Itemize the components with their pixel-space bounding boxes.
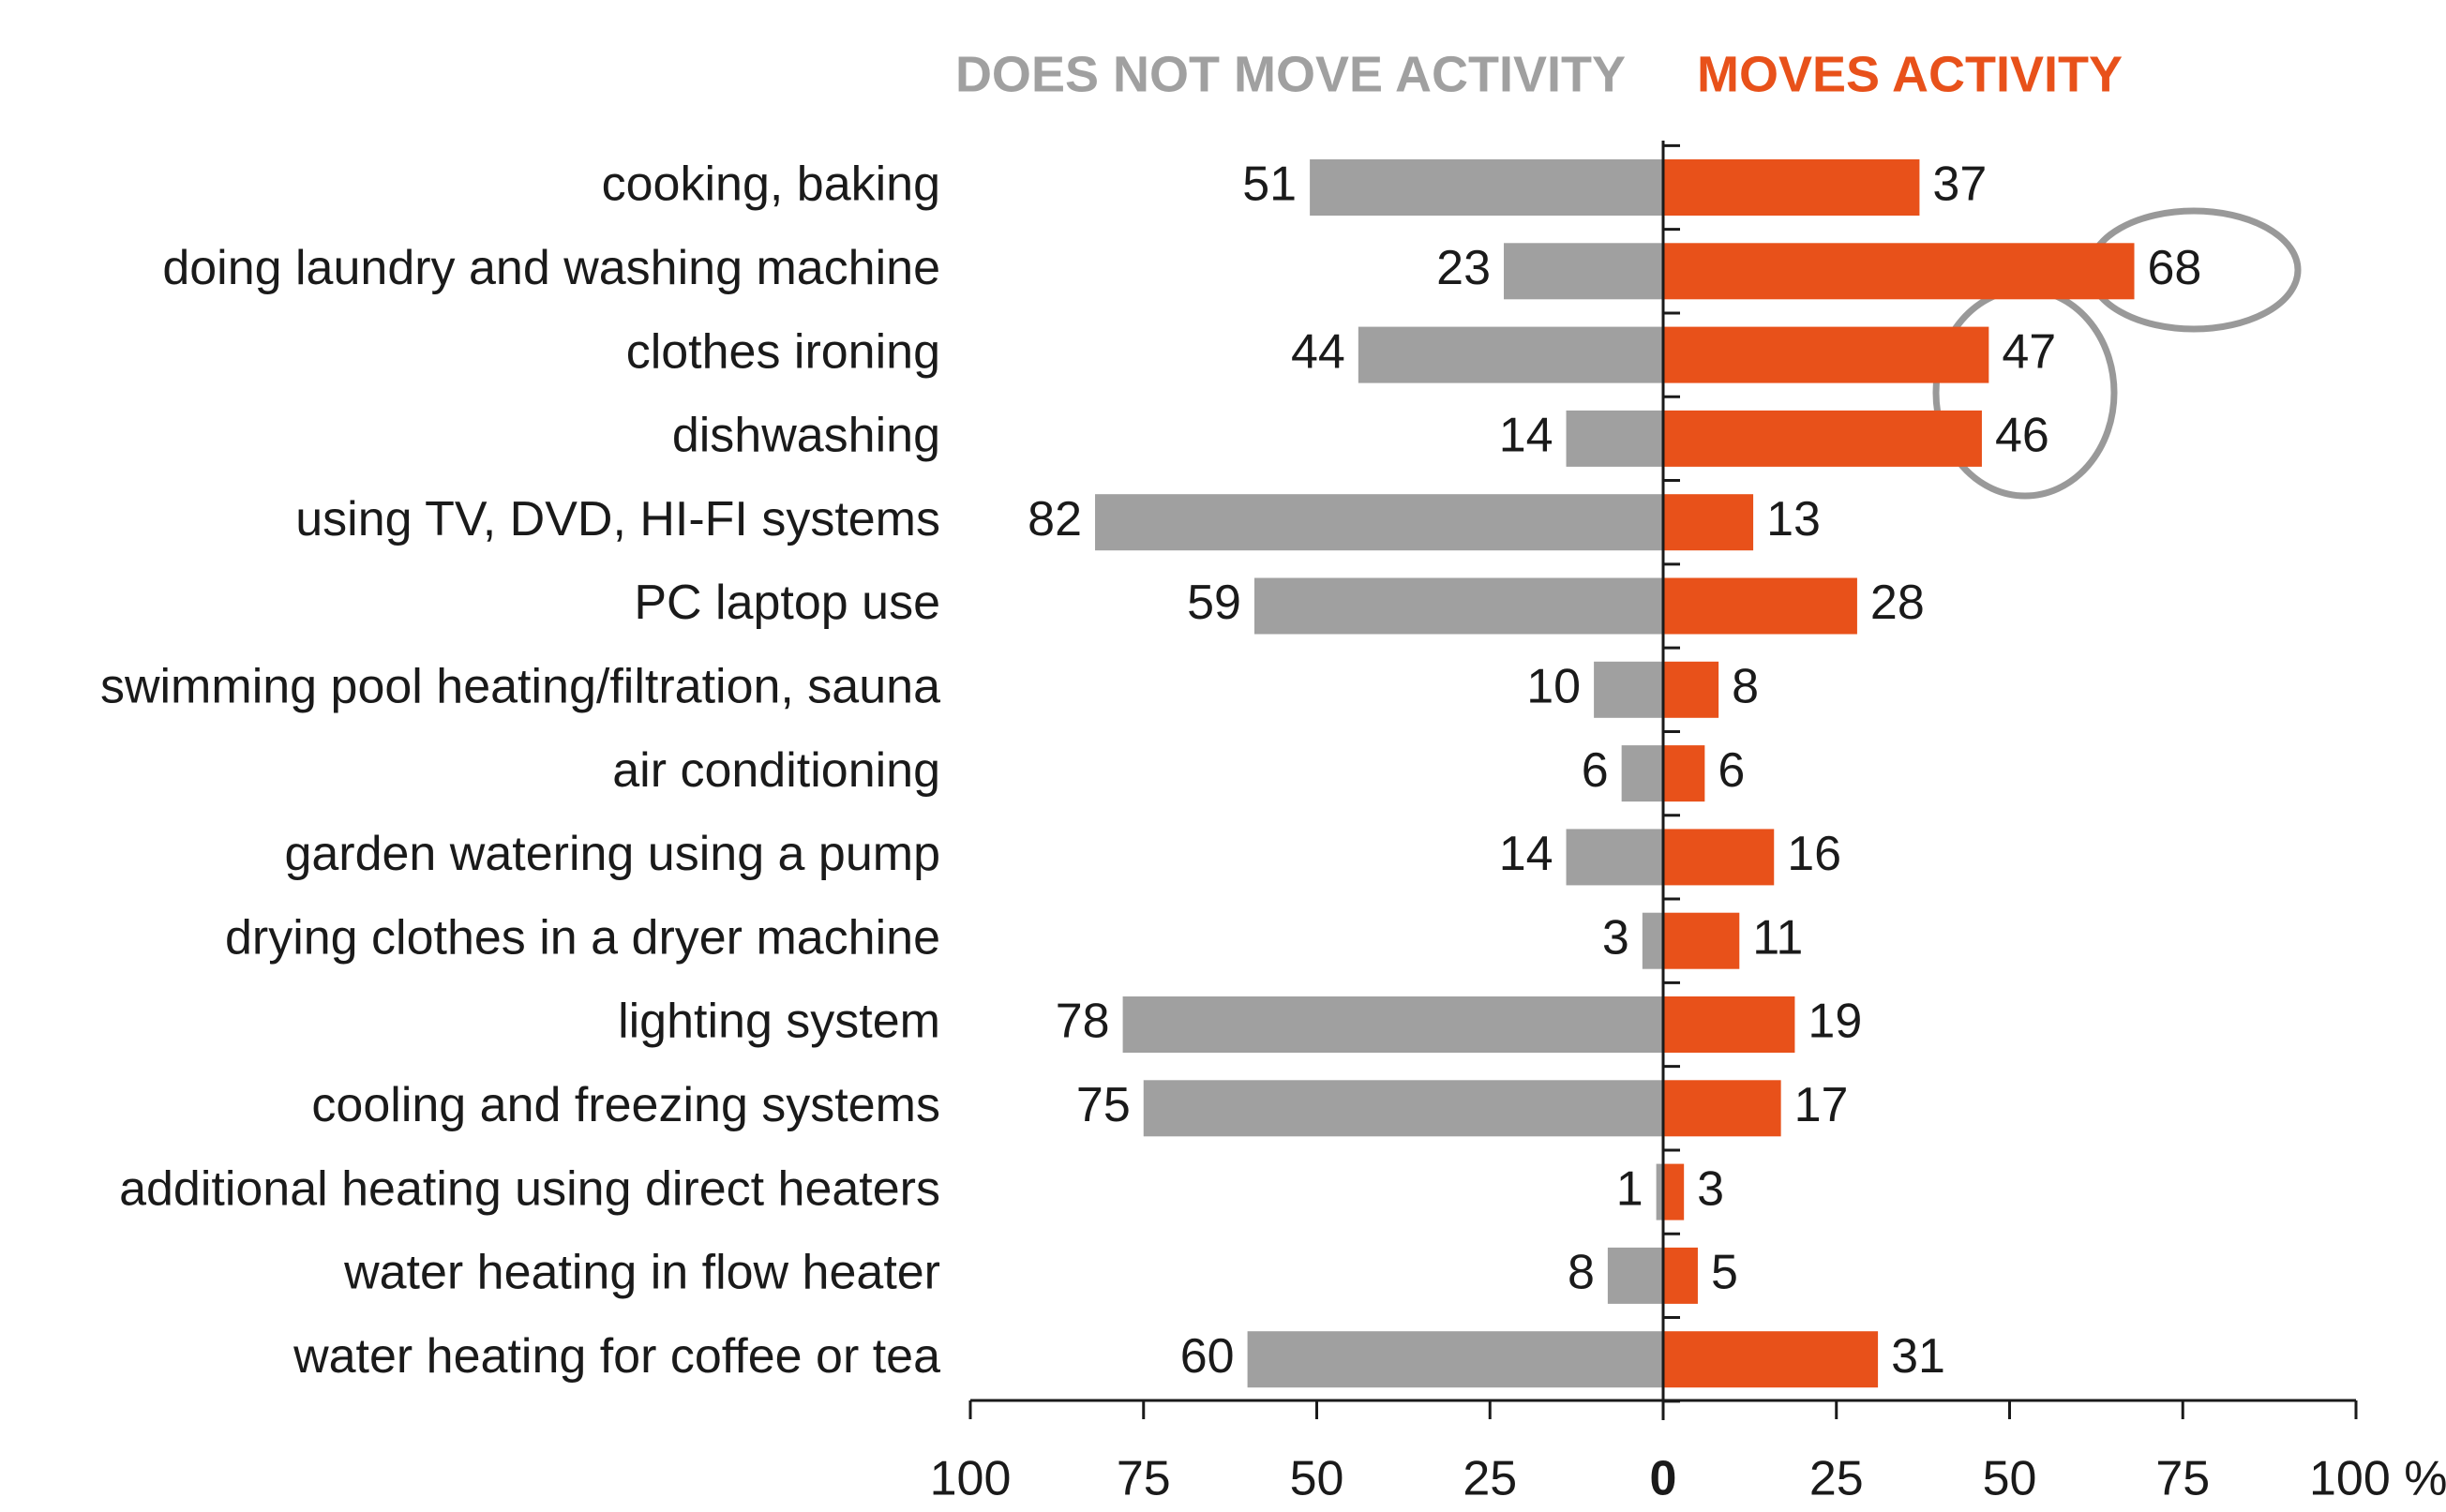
category-label: additional heating using direct heaters xyxy=(119,1161,940,1216)
bar xyxy=(1663,494,1754,551)
value-label: 28 xyxy=(1870,576,1925,630)
legend-label: MOVES ACTIVITY xyxy=(1697,46,2123,102)
bar xyxy=(1253,577,1663,635)
x-tick-label: 100 xyxy=(930,1452,1012,1506)
bar xyxy=(1663,577,1857,635)
value-label: 3 xyxy=(1697,1161,1724,1216)
x-tick-label: 75 xyxy=(2155,1452,2210,1506)
value-label: 82 xyxy=(1028,492,1082,546)
category-label: air conditioning xyxy=(612,743,940,798)
value-label: 14 xyxy=(1499,409,1553,463)
value-label: 6 xyxy=(1582,743,1609,798)
bar xyxy=(1621,745,1663,802)
bar xyxy=(1663,326,1989,383)
bar xyxy=(1663,996,1795,1053)
value-label: 11 xyxy=(1752,910,1803,965)
x-tick-label: 50 xyxy=(1290,1452,1344,1506)
bar xyxy=(1594,661,1663,718)
category-label: drying clothes in a dryer machine xyxy=(225,910,940,965)
value-label: 8 xyxy=(1732,660,1759,714)
category-label: garden watering using a pump xyxy=(284,827,940,881)
value-label: 37 xyxy=(1932,157,1987,212)
value-label: 19 xyxy=(1808,995,1862,1049)
value-label: 5 xyxy=(1711,1246,1738,1300)
bar xyxy=(1663,661,1719,718)
bar xyxy=(1310,159,1663,216)
x-tick-label: 100 % xyxy=(2309,1452,2446,1506)
value-label: 59 xyxy=(1187,576,1241,630)
bar xyxy=(1663,159,1920,216)
value-label: 68 xyxy=(2148,241,2202,295)
legend-label: DOES NOT MOVE ACTIVITY xyxy=(955,46,1626,102)
bar xyxy=(1663,829,1775,886)
bar xyxy=(1247,1331,1663,1388)
bar xyxy=(1663,1247,1698,1304)
value-label: 47 xyxy=(2002,324,2056,379)
bar xyxy=(1504,243,1663,300)
category-label: water heating for coffee or tea xyxy=(293,1329,940,1384)
bar xyxy=(1663,1080,1781,1137)
value-label: 10 xyxy=(1526,660,1581,714)
value-label: 8 xyxy=(1568,1246,1595,1300)
category-label: cooking, baking xyxy=(602,157,940,212)
value-label: 51 xyxy=(1242,157,1297,212)
bar xyxy=(1122,996,1663,1053)
bar xyxy=(1566,410,1663,467)
bar xyxy=(1663,1163,1685,1220)
x-tick-label: 75 xyxy=(1117,1452,1171,1506)
category-label: swimming pool heating/filtration, sauna xyxy=(100,660,940,714)
category-label: clothes ironing xyxy=(626,324,940,379)
bar xyxy=(1656,1163,1663,1220)
value-label: 60 xyxy=(1180,1329,1235,1384)
bar xyxy=(1095,494,1663,551)
bar xyxy=(1566,829,1663,886)
category-label: dishwashing xyxy=(672,409,940,463)
value-label: 46 xyxy=(1995,409,2049,463)
x-tick-label: 0 xyxy=(1650,1452,1677,1506)
value-label: 75 xyxy=(1076,1078,1131,1132)
bar xyxy=(1663,1331,1879,1388)
value-label: 44 xyxy=(1291,324,1345,379)
bar xyxy=(1358,326,1663,383)
bar xyxy=(1663,243,2135,300)
value-label: 17 xyxy=(1794,1078,1849,1132)
bar xyxy=(1663,745,1705,802)
category-label: lighting system xyxy=(618,995,940,1049)
category-label: using TV, DVD, HI-FI systems xyxy=(295,492,940,546)
value-label: 16 xyxy=(1787,827,1841,881)
value-label: 13 xyxy=(1766,492,1821,546)
x-tick-label: 25 xyxy=(1809,1452,1864,1506)
category-label: cooling and freezing systems xyxy=(311,1078,940,1132)
value-label: 3 xyxy=(1602,910,1629,965)
value-label: 14 xyxy=(1499,827,1553,881)
x-tick-label: 25 xyxy=(1463,1452,1517,1506)
x-tick-label: 50 xyxy=(1983,1452,2037,1506)
value-label: 31 xyxy=(1891,1329,1945,1384)
category-label: doing laundry and washing machine xyxy=(162,241,940,295)
bar xyxy=(1143,1080,1663,1137)
value-label: 6 xyxy=(1718,743,1745,798)
category-label: PC laptop use xyxy=(634,576,940,630)
value-label: 1 xyxy=(1616,1161,1643,1216)
bar xyxy=(1642,912,1663,969)
category-label: water heating in flow heater xyxy=(343,1246,940,1300)
value-label: 78 xyxy=(1056,995,1110,1049)
bar xyxy=(1607,1247,1663,1304)
bar xyxy=(1663,912,1740,969)
value-label: 23 xyxy=(1436,241,1491,295)
bar xyxy=(1663,410,1982,467)
